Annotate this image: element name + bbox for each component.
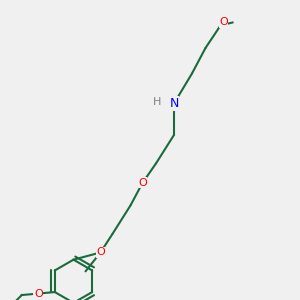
Text: O: O bbox=[219, 17, 228, 28]
Text: O: O bbox=[138, 178, 147, 188]
Text: H: H bbox=[153, 97, 162, 107]
Text: O: O bbox=[34, 289, 43, 298]
Text: O: O bbox=[96, 248, 105, 257]
Text: N: N bbox=[169, 97, 179, 110]
